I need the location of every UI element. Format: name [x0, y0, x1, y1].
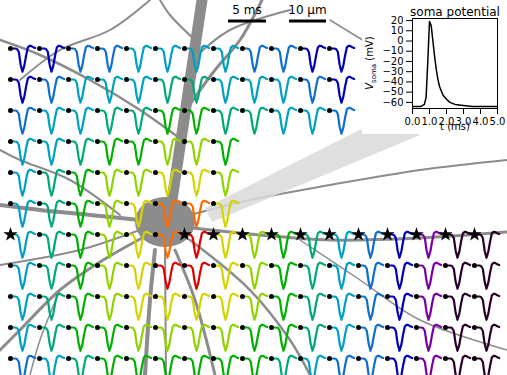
svg-text:10 μm: 10 μm: [288, 3, 326, 17]
svg-text:20: 20: [391, 15, 404, 26]
svg-text:0.0: 0.0: [405, 116, 421, 127]
svg-text:−10: −10: [382, 45, 403, 56]
svg-text:0: 0: [397, 35, 403, 46]
svg-text:1.0: 1.0: [422, 116, 438, 127]
svg-text:soma potential: soma potential: [410, 5, 500, 19]
svg-text:−50: −50: [382, 86, 403, 97]
svg-text:5 ms: 5 ms: [232, 3, 261, 17]
svg-text:5.0: 5.0: [490, 116, 506, 127]
svg-text:−30: −30: [382, 66, 403, 77]
svg-text:−40: −40: [382, 76, 403, 87]
svg-text:−20: −20: [382, 56, 403, 67]
svg-text:−60: −60: [382, 97, 403, 108]
svg-text:Vsoma (mV): Vsoma (mV): [364, 36, 378, 90]
svg-text:4.0: 4.0: [473, 116, 489, 127]
svg-text:10: 10: [391, 25, 404, 36]
svg-text:t (ms): t (ms): [440, 121, 470, 132]
